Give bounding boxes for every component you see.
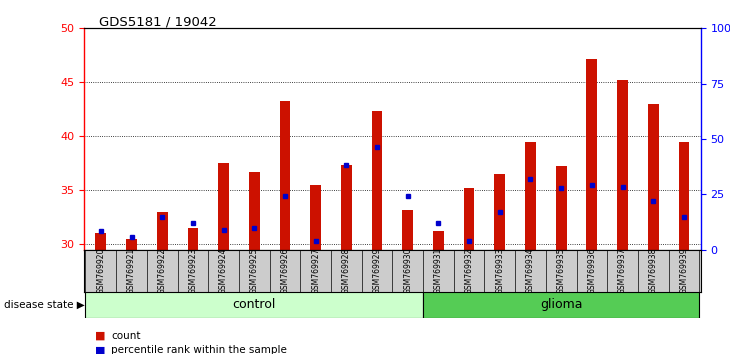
Text: GSM769935: GSM769935 — [557, 248, 566, 295]
Text: GSM769931: GSM769931 — [434, 248, 443, 295]
Text: ■: ■ — [95, 331, 105, 341]
Text: GSM769938: GSM769938 — [649, 248, 658, 295]
Bar — [341, 165, 352, 250]
Bar — [126, 239, 137, 250]
Text: GSM769921: GSM769921 — [127, 248, 136, 294]
Text: GSM769937: GSM769937 — [618, 248, 627, 295]
Text: GSM769924: GSM769924 — [219, 248, 228, 295]
Text: GSM769926: GSM769926 — [280, 248, 290, 295]
Bar — [679, 142, 689, 250]
Text: GSM769933: GSM769933 — [495, 248, 504, 295]
Bar — [96, 233, 106, 250]
Text: GSM769929: GSM769929 — [372, 248, 382, 295]
Text: GSM769928: GSM769928 — [342, 248, 351, 294]
Text: GSM769925: GSM769925 — [250, 248, 258, 295]
Bar — [556, 166, 566, 250]
Bar — [188, 228, 199, 250]
Bar — [617, 80, 628, 250]
Bar — [218, 163, 229, 250]
Bar — [310, 185, 321, 250]
Text: percentile rank within the sample: percentile rank within the sample — [111, 346, 287, 354]
Text: GSM769920: GSM769920 — [96, 248, 105, 295]
Bar — [85, 292, 423, 318]
Text: GSM769939: GSM769939 — [680, 248, 688, 295]
Text: ■: ■ — [95, 346, 105, 354]
Bar — [433, 231, 444, 250]
Text: GSM769934: GSM769934 — [526, 248, 535, 295]
Text: GSM769930: GSM769930 — [403, 248, 412, 295]
Bar — [586, 58, 597, 250]
Text: GSM769923: GSM769923 — [188, 248, 197, 295]
Text: GSM769922: GSM769922 — [158, 248, 166, 294]
Text: GSM769932: GSM769932 — [464, 248, 474, 295]
Bar — [494, 174, 505, 250]
Text: GSM769936: GSM769936 — [588, 248, 596, 295]
Bar — [423, 292, 699, 318]
Bar — [280, 101, 291, 250]
Text: count: count — [111, 331, 140, 341]
Bar — [249, 172, 260, 250]
Bar — [648, 104, 658, 250]
Text: GDS5181 / 19042: GDS5181 / 19042 — [99, 16, 216, 29]
Bar — [372, 112, 383, 250]
Text: disease state ▶: disease state ▶ — [4, 300, 85, 310]
Text: control: control — [233, 298, 276, 312]
Bar — [157, 212, 168, 250]
Bar — [464, 188, 474, 250]
Text: GSM769927: GSM769927 — [311, 248, 320, 295]
Bar — [525, 142, 536, 250]
Text: glioma: glioma — [540, 298, 583, 312]
Bar — [402, 210, 413, 250]
